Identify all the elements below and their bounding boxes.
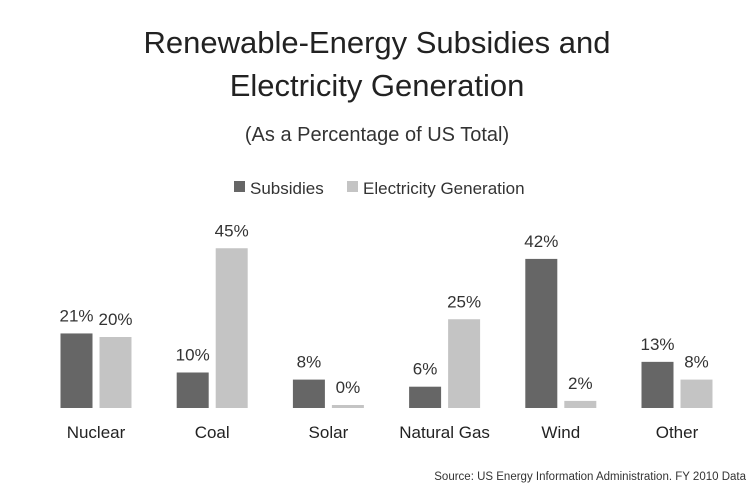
legend-swatch-generation bbox=[347, 181, 358, 192]
category-label-natural-gas: Natural Gas bbox=[399, 423, 490, 442]
category-label-wind: Wind bbox=[541, 423, 580, 442]
legend-swatch-subsidies bbox=[234, 181, 245, 192]
value-label-generation-coal: 45% bbox=[215, 221, 249, 240]
value-label-subsidies-natural-gas: 6% bbox=[413, 360, 438, 379]
bar-generation-solar bbox=[331, 405, 364, 408]
chart-title-line-2: Electricity Generation bbox=[230, 68, 525, 103]
bar-generation-wind bbox=[564, 400, 597, 408]
value-label-subsidies-solar: 8% bbox=[297, 353, 322, 372]
plot-area: 21% 20% Nuclear 10% 45% Coal 8% 0% Solar 6% 25% Nat… bbox=[59, 221, 713, 442]
bar-subsidies-other bbox=[641, 361, 674, 408]
value-label-generation-natural-gas: 25% bbox=[447, 292, 481, 311]
value-label-subsidies-other: 13% bbox=[640, 335, 674, 354]
category-label-coal: Coal bbox=[195, 423, 230, 442]
category-label-other: Other bbox=[656, 423, 699, 442]
value-label-subsidies-nuclear: 21% bbox=[59, 306, 93, 325]
bar-generation-nuclear bbox=[99, 337, 132, 408]
legend: Subsidies Electricity Generation bbox=[234, 179, 525, 198]
value-label-generation-wind: 2% bbox=[568, 374, 593, 393]
legend-label-generation: Electricity Generation bbox=[363, 179, 525, 198]
chart-subtitle: (As a Percentage of US Total) bbox=[245, 124, 509, 146]
bar-subsidies-wind bbox=[525, 258, 558, 408]
source-note: Source: US Energy Information Administra… bbox=[434, 471, 746, 483]
bar-subsidies-nuclear bbox=[60, 333, 93, 408]
bar-subsidies-solar bbox=[292, 379, 325, 408]
value-label-subsidies-wind: 42% bbox=[524, 232, 558, 251]
bar-generation-natural-gas bbox=[448, 319, 481, 408]
category-label-solar: Solar bbox=[309, 423, 349, 442]
chart-title-line-1: Renewable-Energy Subsidies and bbox=[143, 25, 610, 60]
value-label-generation-nuclear: 20% bbox=[98, 310, 132, 329]
value-label-subsidies-coal: 10% bbox=[176, 346, 210, 365]
value-label-generation-solar: 0% bbox=[336, 378, 361, 397]
value-label-generation-other: 8% bbox=[684, 353, 709, 372]
bar-generation-other bbox=[680, 379, 713, 408]
bar-subsidies-coal bbox=[176, 372, 209, 408]
category-label-nuclear: Nuclear bbox=[67, 423, 126, 442]
bar-generation-coal bbox=[215, 248, 248, 408]
legend-label-subsidies: Subsidies bbox=[250, 179, 324, 198]
bar-subsidies-natural-gas bbox=[409, 386, 442, 408]
